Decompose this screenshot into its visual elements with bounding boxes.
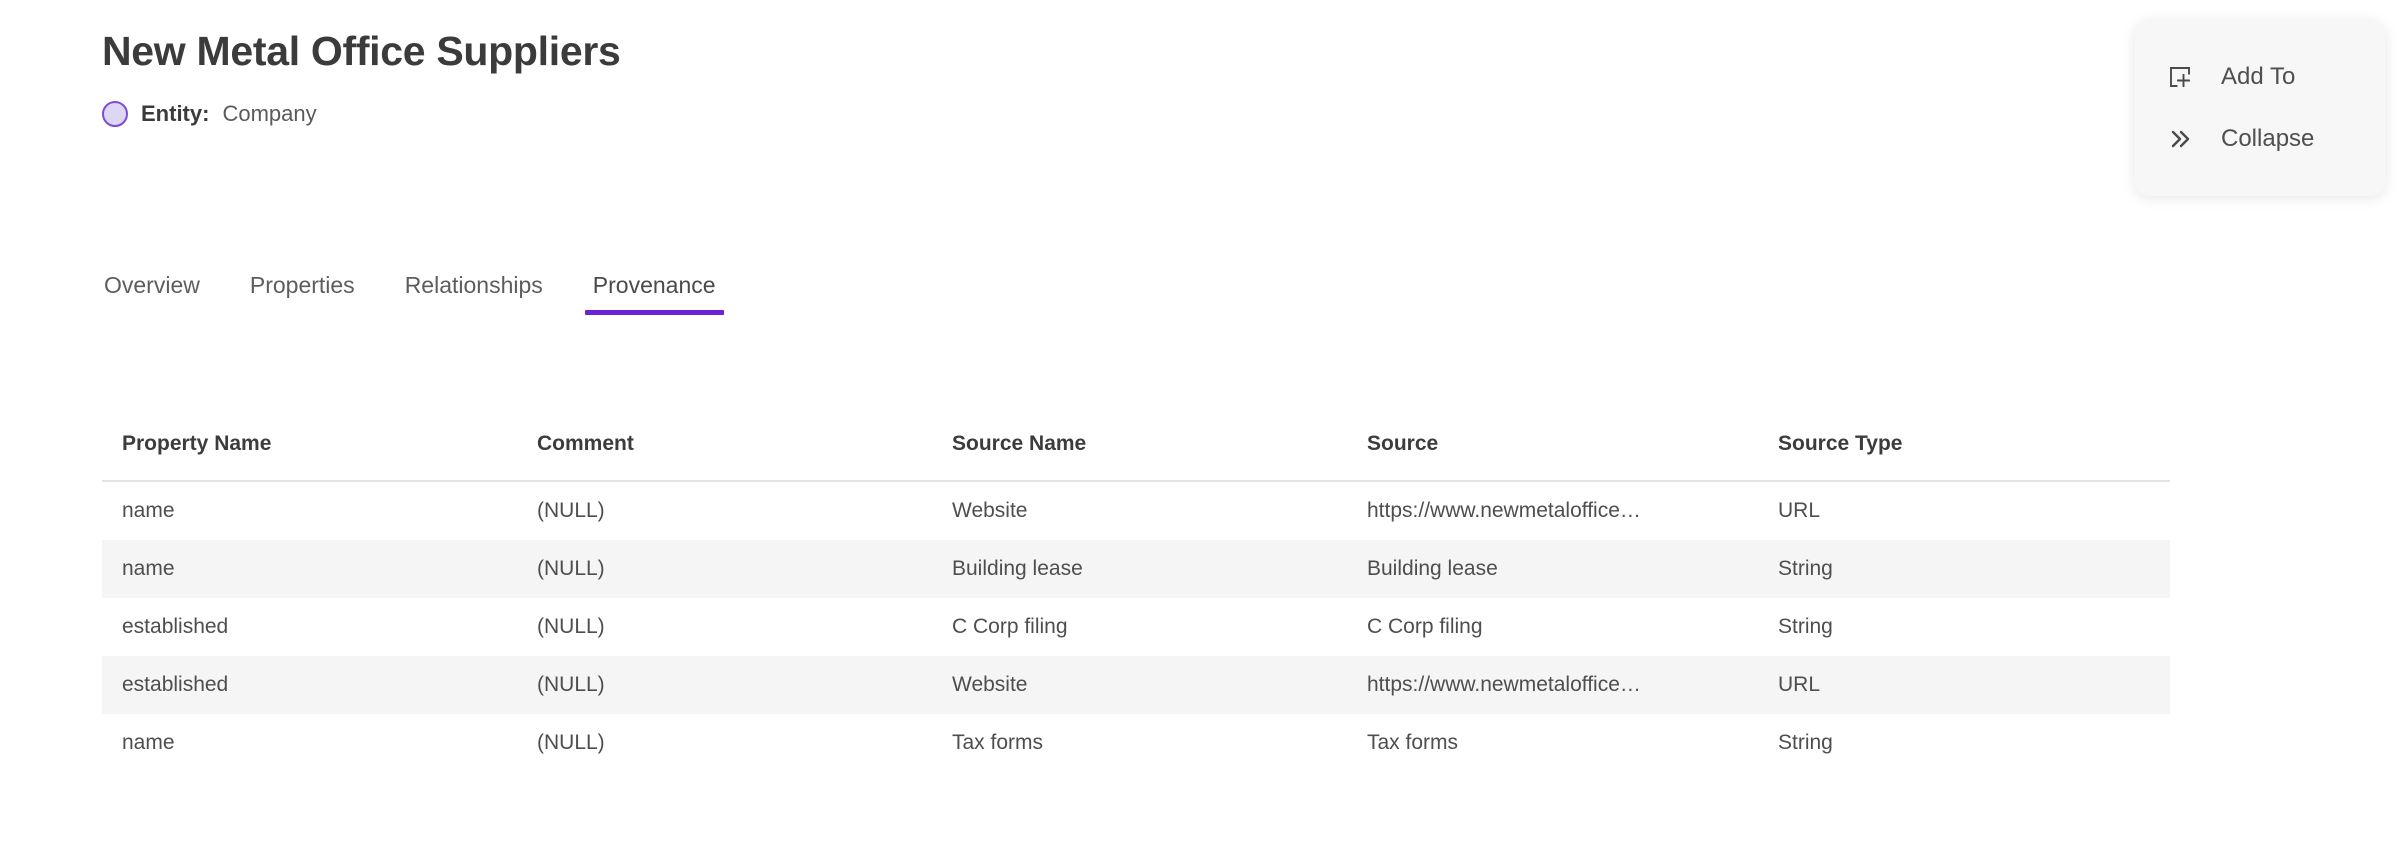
cell-source-name: Website xyxy=(952,499,1028,522)
cell-comment: (NULL) xyxy=(537,499,605,522)
table-row[interactable]: name (NULL) Building lease Building leas… xyxy=(102,540,2170,598)
column-header-source[interactable]: Source xyxy=(1347,432,1758,482)
entity-type-line: Entity: Company xyxy=(102,101,621,128)
cell-source: https://www.newmetaloffice… xyxy=(1367,499,1641,522)
tab-overview[interactable]: Overview xyxy=(104,272,200,315)
cell-source-type: URL xyxy=(1778,673,1821,696)
table-row[interactable]: name (NULL) Website https://www.newmetal… xyxy=(102,481,2170,540)
cell-comment: (NULL) xyxy=(537,557,605,580)
collapse-button[interactable]: Collapse xyxy=(2135,108,2385,170)
cell-comment: (NULL) xyxy=(537,615,605,638)
column-header-property-name[interactable]: Property Name xyxy=(102,432,517,482)
collapse-label: Collapse xyxy=(2221,125,2315,152)
column-header-source-name[interactable]: Source Name xyxy=(932,432,1347,482)
table-header-row: Property Name Comment Source Name Source… xyxy=(102,432,2170,482)
cell-comment: (NULL) xyxy=(537,731,605,754)
provenance-table: Property Name Comment Source Name Source… xyxy=(102,432,2170,772)
entity-type-label: Entity: xyxy=(141,101,210,127)
entity-type-value: Company xyxy=(222,101,317,127)
table-row[interactable]: established (NULL) Website https://www.n… xyxy=(102,656,2170,714)
page-title: New Metal Office Suppliers xyxy=(102,28,621,74)
cell-source-type: String xyxy=(1778,557,1833,580)
cell-source-type: URL xyxy=(1778,499,1821,522)
cell-property-name: name xyxy=(122,731,175,754)
cell-source-name: Building lease xyxy=(952,557,1083,580)
cell-source: Building lease xyxy=(1367,557,1498,580)
cell-property-name: established xyxy=(122,615,229,638)
cell-source: C Corp filing xyxy=(1367,615,1483,638)
add-to-icon xyxy=(2165,62,2195,92)
cell-source: Tax forms xyxy=(1367,731,1459,754)
tab-provenance[interactable]: Provenance xyxy=(584,272,724,315)
cell-property-name: name xyxy=(122,499,175,522)
cell-property-name: established xyxy=(122,673,229,696)
entity-type-dot-icon xyxy=(102,101,128,128)
entity-header: New Metal Office Suppliers Entity: Compa… xyxy=(102,28,621,128)
action-panel: Add To Collapse xyxy=(2135,20,2385,196)
cell-source-name: C Corp filing xyxy=(952,615,1068,638)
detail-tabs: Overview Properties Relationships Proven… xyxy=(104,272,724,315)
cell-source-name: Website xyxy=(952,673,1028,696)
table-row[interactable]: established (NULL) C Corp filing C Corp … xyxy=(102,598,2170,656)
cell-source: https://www.newmetaloffice… xyxy=(1367,673,1641,696)
cell-property-name: name xyxy=(122,557,175,580)
column-header-comment[interactable]: Comment xyxy=(517,432,932,482)
column-header-source-type[interactable]: Source Type xyxy=(1758,432,2170,482)
add-to-button[interactable]: Add To xyxy=(2135,46,2385,108)
tab-relationships[interactable]: Relationships xyxy=(405,272,543,315)
cell-source-name: Tax forms xyxy=(952,731,1044,754)
cell-source-type: String xyxy=(1778,731,1833,754)
tab-properties[interactable]: Properties xyxy=(250,272,355,315)
cell-comment: (NULL) xyxy=(537,673,605,696)
cell-source-type: String xyxy=(1778,615,1833,638)
table-row[interactable]: name (NULL) Tax forms Tax forms String xyxy=(102,714,2170,772)
chevron-double-right-icon xyxy=(2165,124,2195,154)
add-to-label: Add To xyxy=(2221,63,2296,90)
